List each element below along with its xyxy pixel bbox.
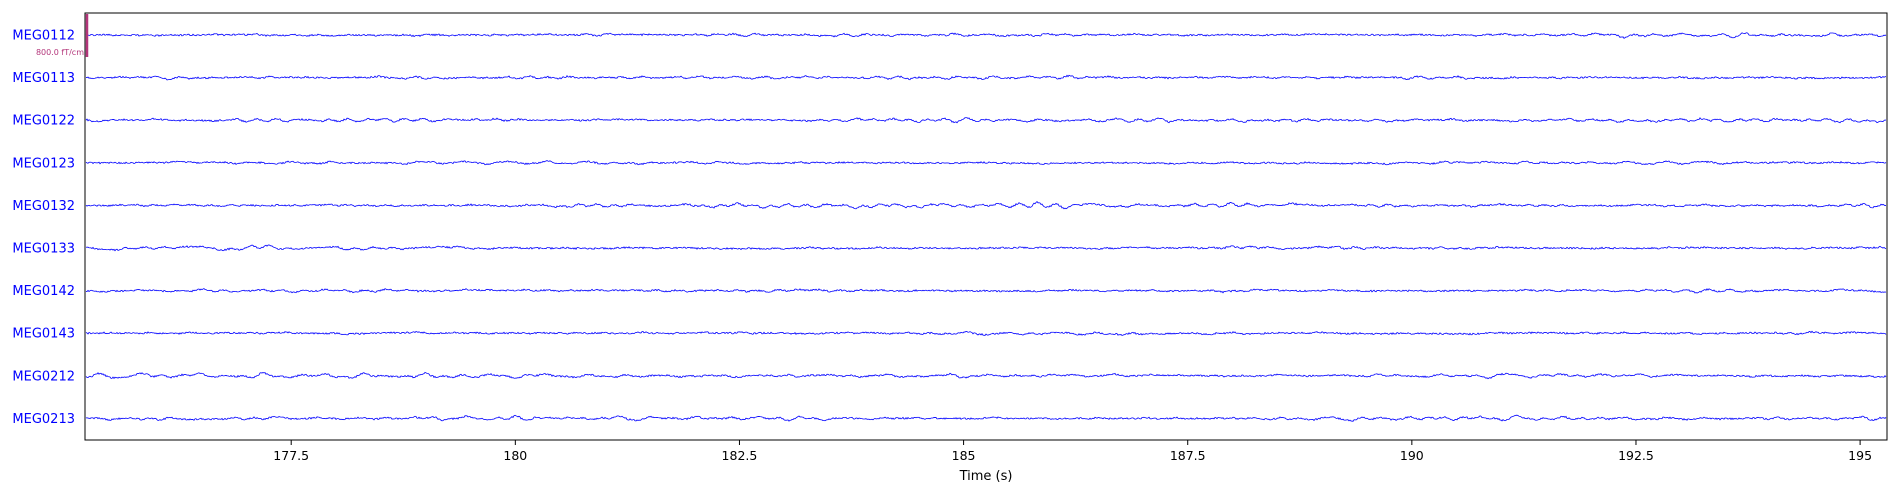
x-tick-label: 187.5	[1170, 448, 1206, 463]
channel-trace	[85, 244, 1887, 252]
channel-label: MEG0142	[12, 284, 75, 299]
x-axis-ticks: 177.5 180 182.5 185 187.5 190 192.5 195	[273, 440, 1872, 463]
channel-trace	[86, 74, 1887, 81]
channel-label: MEG0212	[12, 369, 75, 384]
channel-label: MEG0122	[12, 114, 75, 129]
axes-frame	[84, 12, 1888, 441]
x-tick-label: 180	[503, 448, 527, 463]
x-tick-label: 195	[1848, 448, 1872, 463]
channel-label: MEG0132	[12, 199, 75, 214]
channel-trace	[85, 371, 1887, 380]
x-tick-label: 182.5	[722, 448, 758, 463]
channel-trace	[85, 32, 1887, 39]
channel-label: MEG0133	[12, 242, 75, 257]
channel-trace	[85, 117, 1887, 124]
channel-label: MEG0143	[12, 327, 75, 342]
channel-labels: MEG0112 MEG0113 MEG0122 MEG0123 MEG0132 MEG01…	[12, 29, 75, 427]
x-tick-label: 185	[952, 448, 976, 463]
x-axis-label: Time (s)	[959, 469, 1013, 483]
x-tick-label: 192.5	[1618, 448, 1654, 463]
channel-trace	[85, 160, 1887, 166]
channel-label: MEG0113	[12, 71, 75, 86]
channel-trace	[85, 414, 1887, 422]
channel-trace	[85, 288, 1887, 294]
x-tick-label: 190	[1400, 448, 1424, 463]
channel-traces	[85, 32, 1887, 422]
channel-label: MEG0112	[12, 29, 75, 44]
channel-label: MEG0123	[12, 156, 75, 171]
x-tick-label: 177.5	[273, 448, 309, 463]
channel-label: MEG0213	[12, 412, 75, 427]
scale-bar-label: 800.0 fT/cm	[36, 48, 84, 57]
channel-trace	[85, 330, 1887, 336]
scale-bar: 800.0 fT/cm	[36, 14, 89, 57]
channel-trace	[85, 200, 1886, 210]
